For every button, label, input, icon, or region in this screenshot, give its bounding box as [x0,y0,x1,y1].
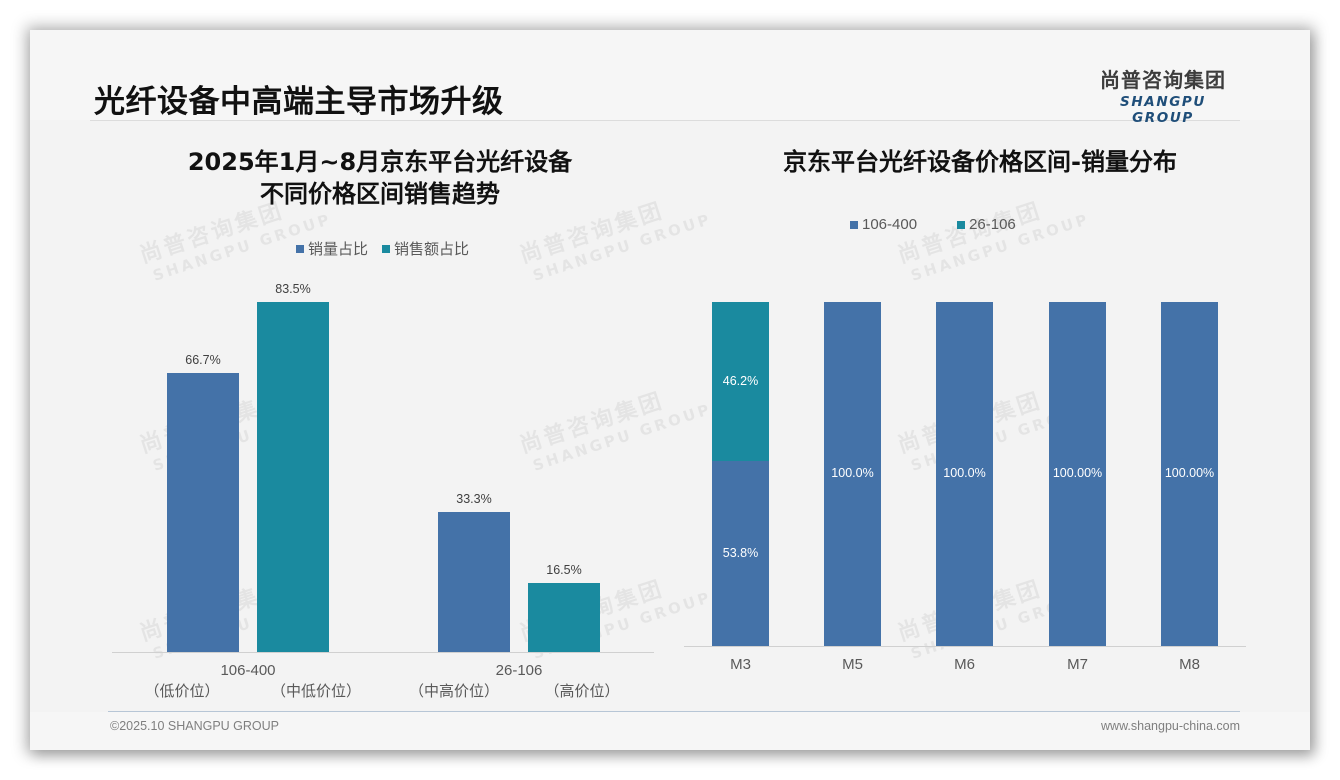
segment-value-label: 100.00% [1052,466,1103,480]
segment-value-label: 100.0% [943,466,986,480]
price-tier-label: （高价位） [544,683,620,700]
footer-website: www.shangpu-china.com [1101,719,1240,733]
legend-swatch [850,220,858,229]
footer-copyright: ©2025.10 SHANGPU GROUP [110,719,279,733]
category-label: M5 [842,656,863,673]
stacked-bar-segment [1049,302,1106,646]
legend-swatch [382,244,391,253]
left-chart-x-axis [112,652,654,653]
right-chart-title: 京东平台光纤设备价格区间-销量分布 [783,148,1177,176]
category-label: M7 [1067,656,1088,673]
price-tier-label: （低价位） [144,683,220,700]
price-tier-label: （中低价位） [270,683,361,700]
legend-item-revenue: 销售额占比 [382,238,469,259]
left-chart-legend: 销量占比 销售额占比 [296,238,469,259]
slide: 光纤设备中高端主导市场升级 尚普咨询集团 SHANGPU GROUP 尚普咨询集… [30,30,1310,750]
header-divider [90,120,1240,121]
left-chart-title: 2025年1月~8月京东平台光纤设备 不同价格区间销售趋势 [187,148,573,208]
logo-chinese-text: 尚普咨询集团 [1100,68,1226,92]
segment-value-label: 100.00% [1164,466,1215,480]
bar [528,583,600,652]
page-title: 光纤设备中高端主导市场升级 [94,84,504,120]
bar [167,373,239,652]
segment-value-label: 46.2% [722,373,759,388]
segment-value-label: 100.0% [831,466,874,480]
legend-item-volume: 销量占比 [296,238,368,259]
stacked-bar-segment [936,302,993,646]
stacked-bar-segment [712,461,769,646]
bar [438,512,510,652]
price-tier-label: （中高价位） [408,683,499,700]
bar-value-label: 66.7% [185,353,221,367]
right-chart-x-axis [684,646,1246,647]
legend-item-106-400: 106-400 [850,216,917,233]
legend-item-26-106: 26-106 [957,216,1016,233]
category-label: 106-400 [220,662,276,679]
legend-swatch [957,220,966,229]
right-chart-legend: 106-400 26-106 [850,216,1016,233]
bar-value-label: 83.5% [275,282,311,296]
stacked-bar-segment [824,302,881,646]
logo-english-text: SHANGPU GROUP [1120,94,1206,126]
header-band [30,30,1310,120]
category-label: 26-106 [495,662,543,679]
footer-band [30,712,1310,750]
bar-value-label: 16.5% [546,563,582,577]
legend-swatch [296,244,304,253]
segment-value-label: 53.8% [722,545,759,560]
bar [257,302,329,652]
category-label: M6 [954,656,975,673]
stacked-bar-segment [1161,302,1218,646]
company-logo: 尚普咨询集团 SHANGPU GROUP [1088,64,1238,126]
category-label: M3 [730,656,751,673]
bar-value-label: 33.3% [456,492,492,506]
stacked-bar-segment [712,302,769,461]
category-label: M8 [1179,656,1200,673]
footer-divider [108,711,1240,712]
